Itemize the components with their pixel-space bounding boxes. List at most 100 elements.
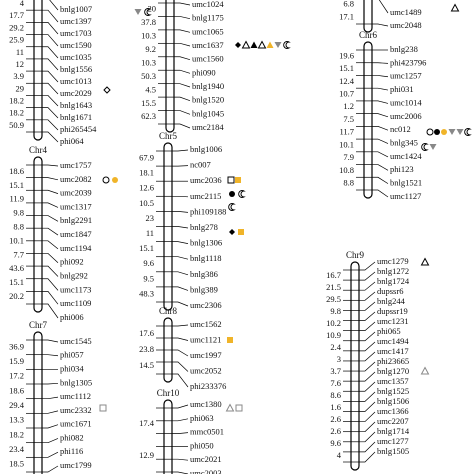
distance: 18.2 <box>9 95 24 105</box>
marker-name: umc2048 <box>390 20 422 30</box>
marker-name: umc1035 <box>60 52 92 62</box>
marker-name: nc012 <box>390 124 411 134</box>
marker-name: bnlg1940 <box>192 81 224 91</box>
locus-link <box>42 58 59 71</box>
locus-link <box>174 16 191 20</box>
distance: 3.9 <box>13 71 24 81</box>
marker-name: bnlg244 <box>377 296 406 306</box>
locus-link <box>42 438 59 444</box>
locus-link <box>42 253 59 263</box>
locus-link <box>174 69 191 74</box>
distance: 9.2 <box>145 44 156 54</box>
symbol <box>426 128 434 136</box>
distance: 23.8 <box>139 344 154 354</box>
symbol <box>229 229 235 235</box>
marker-name: umc1799 <box>60 460 92 470</box>
distance: 18.6 <box>9 166 24 176</box>
locus-link <box>372 176 389 184</box>
marker-name: umc1014 <box>390 97 422 107</box>
locus-link <box>42 265 59 277</box>
distance: 2.6 <box>330 414 341 424</box>
locus-link <box>172 149 189 152</box>
marker-name: umc1366 <box>377 406 409 416</box>
marker-name: umc1847 <box>60 229 92 239</box>
distance: 18.5 <box>9 459 24 469</box>
chromosome-name: Chr10 <box>157 388 180 398</box>
distance: 19.6 <box>339 50 354 60</box>
marker-name: phi123 <box>390 164 414 174</box>
marker-name: phi116 <box>60 446 83 456</box>
locus-link <box>172 349 189 357</box>
locus-link <box>42 339 59 343</box>
marker-name: nc007 <box>190 160 211 170</box>
locus-link <box>172 211 189 213</box>
distance: 15.1 <box>9 180 24 190</box>
distance: 6.8 <box>343 0 354 8</box>
distance: 9.6 <box>330 438 341 448</box>
distance: 10.7 <box>339 88 354 98</box>
locus-link <box>174 123 191 129</box>
locus-link <box>42 240 59 250</box>
symbol <box>134 9 142 15</box>
marker-name: mmc0501 <box>190 427 224 437</box>
marker-name: umc1127 <box>390 191 421 201</box>
symbol <box>274 42 282 48</box>
marker-name: umc1109 <box>60 298 91 308</box>
locus-link <box>372 151 389 158</box>
symbol <box>429 144 437 150</box>
locus-link <box>42 119 59 131</box>
locus-link <box>42 70 59 83</box>
marker-name: bnlg1045 <box>192 108 224 118</box>
distance: 9.5 <box>143 273 154 283</box>
distance: 10.8 <box>339 165 354 175</box>
distance: 23 <box>146 213 155 223</box>
symbol <box>229 191 235 197</box>
locus-link <box>359 261 376 271</box>
distance: 10.3 <box>141 57 156 67</box>
locus-link <box>359 341 376 352</box>
marker-name: bnlg1521 <box>390 178 422 188</box>
locus-link <box>42 451 59 458</box>
symbol <box>250 41 258 48</box>
locus-link <box>42 215 59 222</box>
distance: 20 <box>148 4 157 14</box>
locus-link <box>42 396 59 400</box>
marker-name: umc2052 <box>190 365 222 375</box>
distance: 7.5 <box>343 114 354 124</box>
locus-link <box>378 0 389 14</box>
locus-link <box>172 165 189 167</box>
locus-link <box>172 373 189 388</box>
marker-name: umc1277 <box>377 436 409 446</box>
symbol <box>421 143 429 151</box>
distance: 18.2 <box>9 108 24 118</box>
locus-link <box>174 29 191 33</box>
distance: 12 <box>16 59 25 69</box>
symbol <box>235 42 241 48</box>
distance: 29.5 <box>326 294 341 304</box>
distance: 10.3 <box>141 31 156 41</box>
symbol <box>112 177 118 183</box>
locus-link <box>42 131 59 143</box>
distance: 20.2 <box>9 291 24 301</box>
locus-link <box>174 42 191 47</box>
distance: 8.8 <box>13 222 24 232</box>
distance: 15.9 <box>9 356 24 366</box>
distance: 1.2 <box>343 101 354 111</box>
distance: 12.6 <box>139 183 154 193</box>
locus-link <box>359 391 376 402</box>
locus-link <box>359 371 376 382</box>
locus-link <box>359 441 376 453</box>
locus-link <box>359 291 376 301</box>
symbol <box>102 176 110 184</box>
locus-link <box>172 458 189 461</box>
locus-link <box>42 82 59 95</box>
locus-link <box>359 321 376 331</box>
marker-name: bnlg389 <box>190 284 218 294</box>
marker-name: bnlg1305 <box>60 377 92 387</box>
distance: 37.8 <box>141 17 156 27</box>
marker-name: umc1257 <box>390 71 422 81</box>
marker-name: dupssr6 <box>377 286 403 296</box>
distance: 13.3 <box>9 415 24 425</box>
distance: 11 <box>16 47 24 57</box>
marker-name: bnlg1556 <box>60 64 92 74</box>
